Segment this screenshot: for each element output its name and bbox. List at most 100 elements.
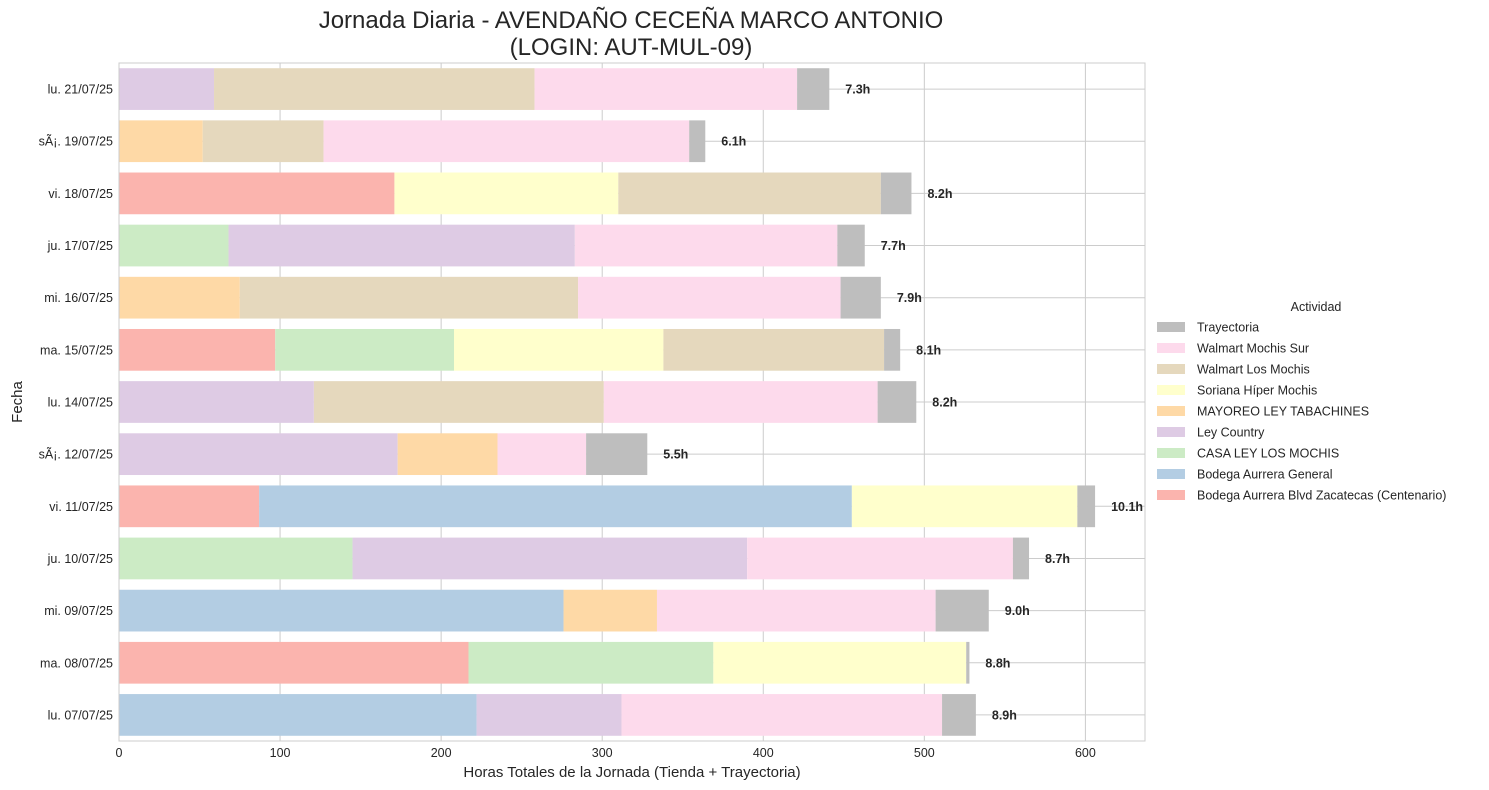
legend-entry: Soriana Híper Mochis	[1197, 384, 1317, 398]
legend-entry: Bodega Aurrera Blvd Zacatecas (Centenari…	[1197, 489, 1446, 503]
bar-segment	[837, 224, 865, 267]
bar-segment	[352, 537, 748, 580]
total-label: 8.2h	[932, 396, 957, 410]
y-axis-label: Fecha	[9, 381, 26, 423]
x-tick-label: 400	[753, 746, 774, 760]
legend-entry: Ley Country	[1197, 426, 1265, 440]
bar-segment	[603, 381, 878, 423]
bar-segment	[119, 381, 314, 423]
legend-entry: CASA LEY LOS MOCHIS	[1197, 447, 1339, 461]
bar-segment	[574, 224, 838, 267]
legend-entry: Walmart Mochis Sur	[1197, 342, 1309, 356]
bar-segment	[586, 433, 648, 476]
bar-segment	[119, 120, 203, 163]
y-tick-label: ma. 08/07/25	[40, 656, 113, 670]
total-label: 8.1h	[916, 343, 941, 357]
total-label: 5.5h	[663, 448, 688, 462]
bar-segment	[468, 641, 714, 684]
bar-segment	[119, 694, 477, 736]
bar-segment	[202, 120, 324, 163]
bars	[119, 68, 1096, 736]
bar-segment	[214, 68, 535, 110]
total-label: 8.8h	[985, 656, 1010, 670]
bar-segment	[397, 433, 498, 476]
legend-entry: Trayectoria	[1197, 321, 1259, 335]
bar-segment	[497, 433, 587, 476]
bar-segment	[747, 537, 1013, 580]
bar-segment	[119, 276, 240, 319]
bar-segment	[563, 589, 657, 632]
bar-segment	[880, 172, 912, 215]
bar-segment	[713, 641, 967, 684]
total-label: 8.7h	[1045, 552, 1070, 566]
bar-segment	[454, 328, 664, 371]
bar-segment	[663, 328, 885, 371]
y-tick-label: sÃ¡. 19/07/25	[39, 135, 113, 149]
bar-segment	[119, 172, 395, 215]
legend-swatch	[1157, 322, 1185, 332]
bar-segment	[119, 641, 469, 684]
bar-segment	[394, 172, 619, 215]
bar-segment	[578, 276, 841, 319]
bar-segment	[323, 120, 690, 163]
total-label: 6.1h	[721, 135, 746, 149]
bar-segment	[119, 328, 276, 371]
legend-swatch	[1157, 469, 1185, 479]
y-tick-label: vi. 11/07/25	[49, 500, 113, 514]
y-tick-label: mi. 09/07/25	[44, 604, 113, 618]
legend-swatch	[1157, 406, 1185, 416]
x-tick-label: 600	[1075, 746, 1096, 760]
bar-segment	[119, 68, 215, 110]
bar-segment	[119, 433, 398, 476]
bar-segment	[534, 68, 798, 110]
bar-segment	[840, 276, 881, 319]
bar-segment	[275, 328, 455, 371]
bar-segment	[877, 381, 917, 423]
x-tick-label: 300	[592, 746, 613, 760]
total-label: 8.9h	[992, 708, 1017, 722]
x-tick-label: 200	[431, 746, 452, 760]
bar-segment	[119, 537, 353, 580]
total-label: 9.0h	[1005, 604, 1030, 618]
chart-title-line2: (LOGIN: AUT-MUL-09)	[510, 34, 753, 61]
y-tick-label: lu. 14/07/25	[48, 396, 113, 410]
bar-segment	[942, 694, 976, 736]
total-labels: 7.3h 6.1h 8.2h 7.7h 7.9h 8.1h 8.2h 5.5h 10.1h 8.7…	[663, 83, 1143, 723]
legend-swatch	[1157, 364, 1185, 374]
bar-segment	[119, 589, 564, 632]
total-label: 7.9h	[897, 291, 922, 305]
bar-segment	[119, 224, 229, 267]
bar-segment	[313, 381, 604, 423]
y-tick-label: ju. 17/07/25	[47, 239, 113, 253]
y-tick-label: ma. 15/07/25	[40, 343, 113, 357]
total-label: 10.1h	[1111, 500, 1143, 514]
legend-swatch	[1157, 343, 1185, 353]
total-label: 7.7h	[881, 239, 906, 253]
y-tick-label: lu. 07/07/25	[48, 708, 113, 722]
legend-swatch	[1157, 385, 1185, 395]
legend-entry: Walmart Los Mochis	[1197, 363, 1310, 377]
bar-segment	[618, 172, 881, 215]
legend-swatch	[1157, 490, 1185, 500]
bar-segment	[259, 485, 852, 528]
total-label: 8.2h	[927, 187, 952, 201]
bar-segment	[228, 224, 575, 267]
total-label: 7.3h	[845, 83, 870, 97]
y-tick-labels: lu. 21/07/25 sÃ¡. 19/07/25 vi. 18/07/25 ju.…	[39, 83, 113, 723]
bar-segment	[851, 485, 1078, 528]
y-tick-label: ju. 10/07/25	[47, 552, 113, 566]
legend-entry: MAYOREO LEY TABACHINES	[1197, 405, 1369, 419]
y-tick-label: mi. 16/07/25	[44, 291, 113, 305]
bar-segment	[119, 485, 260, 528]
bar-segment	[239, 276, 579, 319]
bar-segment	[1077, 485, 1096, 528]
bar-segment	[656, 589, 936, 632]
y-tick-label: vi. 18/07/25	[48, 187, 113, 201]
legend-title: Actividad	[1291, 300, 1342, 314]
legend: Actividad Trayectoria Walmart Mochis Sur W…	[1157, 300, 1446, 503]
chart-title-line1: Jornada Diaria - AVENDAÑO CECEÑA MARCO A…	[319, 7, 944, 34]
x-tick-label: 100	[270, 746, 291, 760]
bar-segment	[621, 694, 943, 736]
y-tick-label: lu. 21/07/25	[48, 83, 113, 97]
x-tick-labels: 0 100 200 300 400 500 600	[116, 746, 1096, 760]
